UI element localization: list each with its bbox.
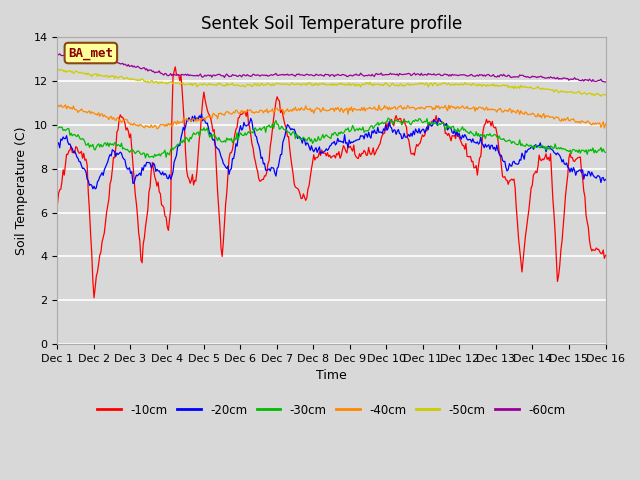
-50cm — [54, 66, 62, 72]
-30cm — [459, 124, 467, 130]
-50cm — [54, 67, 61, 72]
-40cm — [227, 110, 234, 116]
-60cm — [552, 76, 560, 82]
-10cm — [54, 202, 61, 207]
-50cm — [458, 81, 465, 87]
-30cm — [362, 128, 369, 134]
Line: -30cm: -30cm — [58, 118, 605, 158]
-20cm — [362, 131, 370, 137]
-50cm — [362, 82, 369, 87]
-40cm — [362, 106, 370, 112]
-30cm — [602, 150, 609, 156]
-60cm — [600, 79, 608, 85]
-50cm — [225, 82, 233, 87]
-50cm — [552, 87, 560, 93]
-60cm — [225, 74, 233, 80]
Title: Sentek Soil Temperature profile: Sentek Soil Temperature profile — [201, 15, 462, 33]
X-axis label: Time: Time — [316, 369, 347, 382]
-20cm — [287, 127, 294, 132]
-60cm — [56, 51, 63, 57]
-20cm — [389, 130, 397, 135]
-40cm — [389, 106, 397, 111]
-10cm — [602, 252, 609, 258]
-10cm — [554, 278, 561, 284]
-10cm — [287, 155, 294, 161]
-40cm — [153, 126, 161, 132]
-20cm — [198, 111, 205, 117]
-20cm — [459, 132, 467, 138]
-40cm — [287, 107, 294, 113]
-50cm — [597, 93, 605, 99]
-50cm — [286, 82, 294, 87]
Line: -60cm: -60cm — [58, 54, 605, 82]
-10cm — [90, 295, 98, 300]
-30cm — [384, 115, 392, 121]
Line: -40cm: -40cm — [58, 105, 605, 129]
-20cm — [602, 177, 609, 182]
Legend: -10cm, -20cm, -30cm, -40cm, -50cm, -60cm: -10cm, -20cm, -30cm, -40cm, -50cm, -60cm — [93, 399, 570, 421]
-10cm — [459, 143, 467, 148]
-20cm — [227, 167, 234, 172]
-30cm — [286, 130, 294, 136]
-60cm — [54, 53, 61, 59]
-10cm — [227, 150, 234, 156]
Line: -10cm: -10cm — [58, 67, 605, 298]
-60cm — [458, 72, 465, 78]
-50cm — [388, 81, 396, 87]
-60cm — [602, 79, 609, 85]
-40cm — [459, 103, 467, 109]
-60cm — [286, 72, 294, 78]
-40cm — [602, 121, 609, 127]
-30cm — [389, 121, 397, 127]
-60cm — [362, 73, 369, 79]
Line: -50cm: -50cm — [58, 69, 605, 96]
Line: -20cm: -20cm — [58, 114, 605, 189]
Text: BA_met: BA_met — [68, 47, 113, 60]
-10cm — [362, 153, 370, 158]
-30cm — [225, 136, 233, 142]
-30cm — [554, 146, 561, 152]
-20cm — [554, 150, 561, 156]
Y-axis label: Soil Temperature (C): Soil Temperature (C) — [15, 126, 28, 255]
-30cm — [54, 125, 61, 131]
-20cm — [54, 142, 61, 147]
-60cm — [388, 72, 396, 77]
-50cm — [602, 92, 609, 98]
-40cm — [554, 114, 561, 120]
-10cm — [389, 120, 397, 126]
-10cm — [172, 64, 179, 70]
-20cm — [92, 186, 99, 192]
-40cm — [61, 102, 69, 108]
-30cm — [141, 155, 149, 161]
-40cm — [54, 105, 61, 110]
